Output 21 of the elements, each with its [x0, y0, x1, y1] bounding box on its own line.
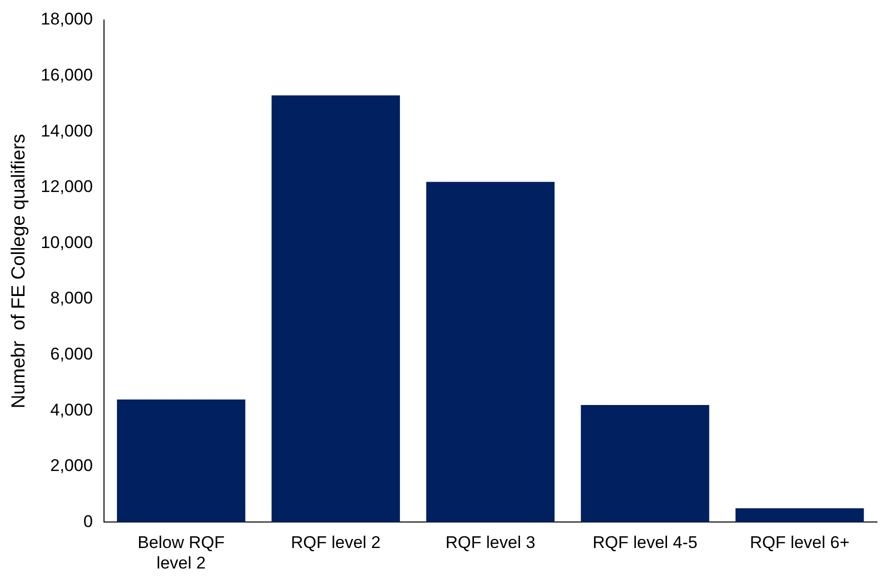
y-axis-title: Numebr of FE College qualifiers: [8, 134, 30, 408]
y-tick-label: 8,000: [50, 288, 93, 308]
bar: [580, 405, 710, 522]
x-tick-label: RQF level 4-5: [592, 533, 698, 552]
y-tick-label: 0: [83, 512, 93, 531]
y-tick-label: 6,000: [50, 344, 93, 364]
x-tick-label: Below RQF level 2: [138, 533, 225, 572]
y-tick-label: 16,000: [40, 65, 93, 84]
x-tick-label: RQF level 3: [446, 533, 536, 552]
y-tick-label: 10,000: [40, 232, 93, 252]
y-tick-label: 2,000: [50, 456, 93, 476]
x-tick-label: RQF level 2: [290, 533, 381, 552]
bar: [116, 399, 246, 522]
y-tick-label: 12,000: [40, 177, 93, 196]
bar: [426, 182, 555, 522]
y-tick-label: 18,000: [40, 10, 93, 29]
bar: [272, 95, 400, 522]
y-tick-label: 14,000: [40, 121, 93, 140]
y-tick-label: 4,000: [50, 400, 93, 420]
bar: [736, 508, 864, 522]
x-tick-label: RQF level 6+: [750, 533, 850, 552]
